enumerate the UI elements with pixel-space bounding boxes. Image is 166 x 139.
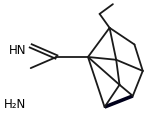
Text: HN: HN (9, 44, 27, 57)
Text: H₂N: H₂N (4, 98, 26, 111)
